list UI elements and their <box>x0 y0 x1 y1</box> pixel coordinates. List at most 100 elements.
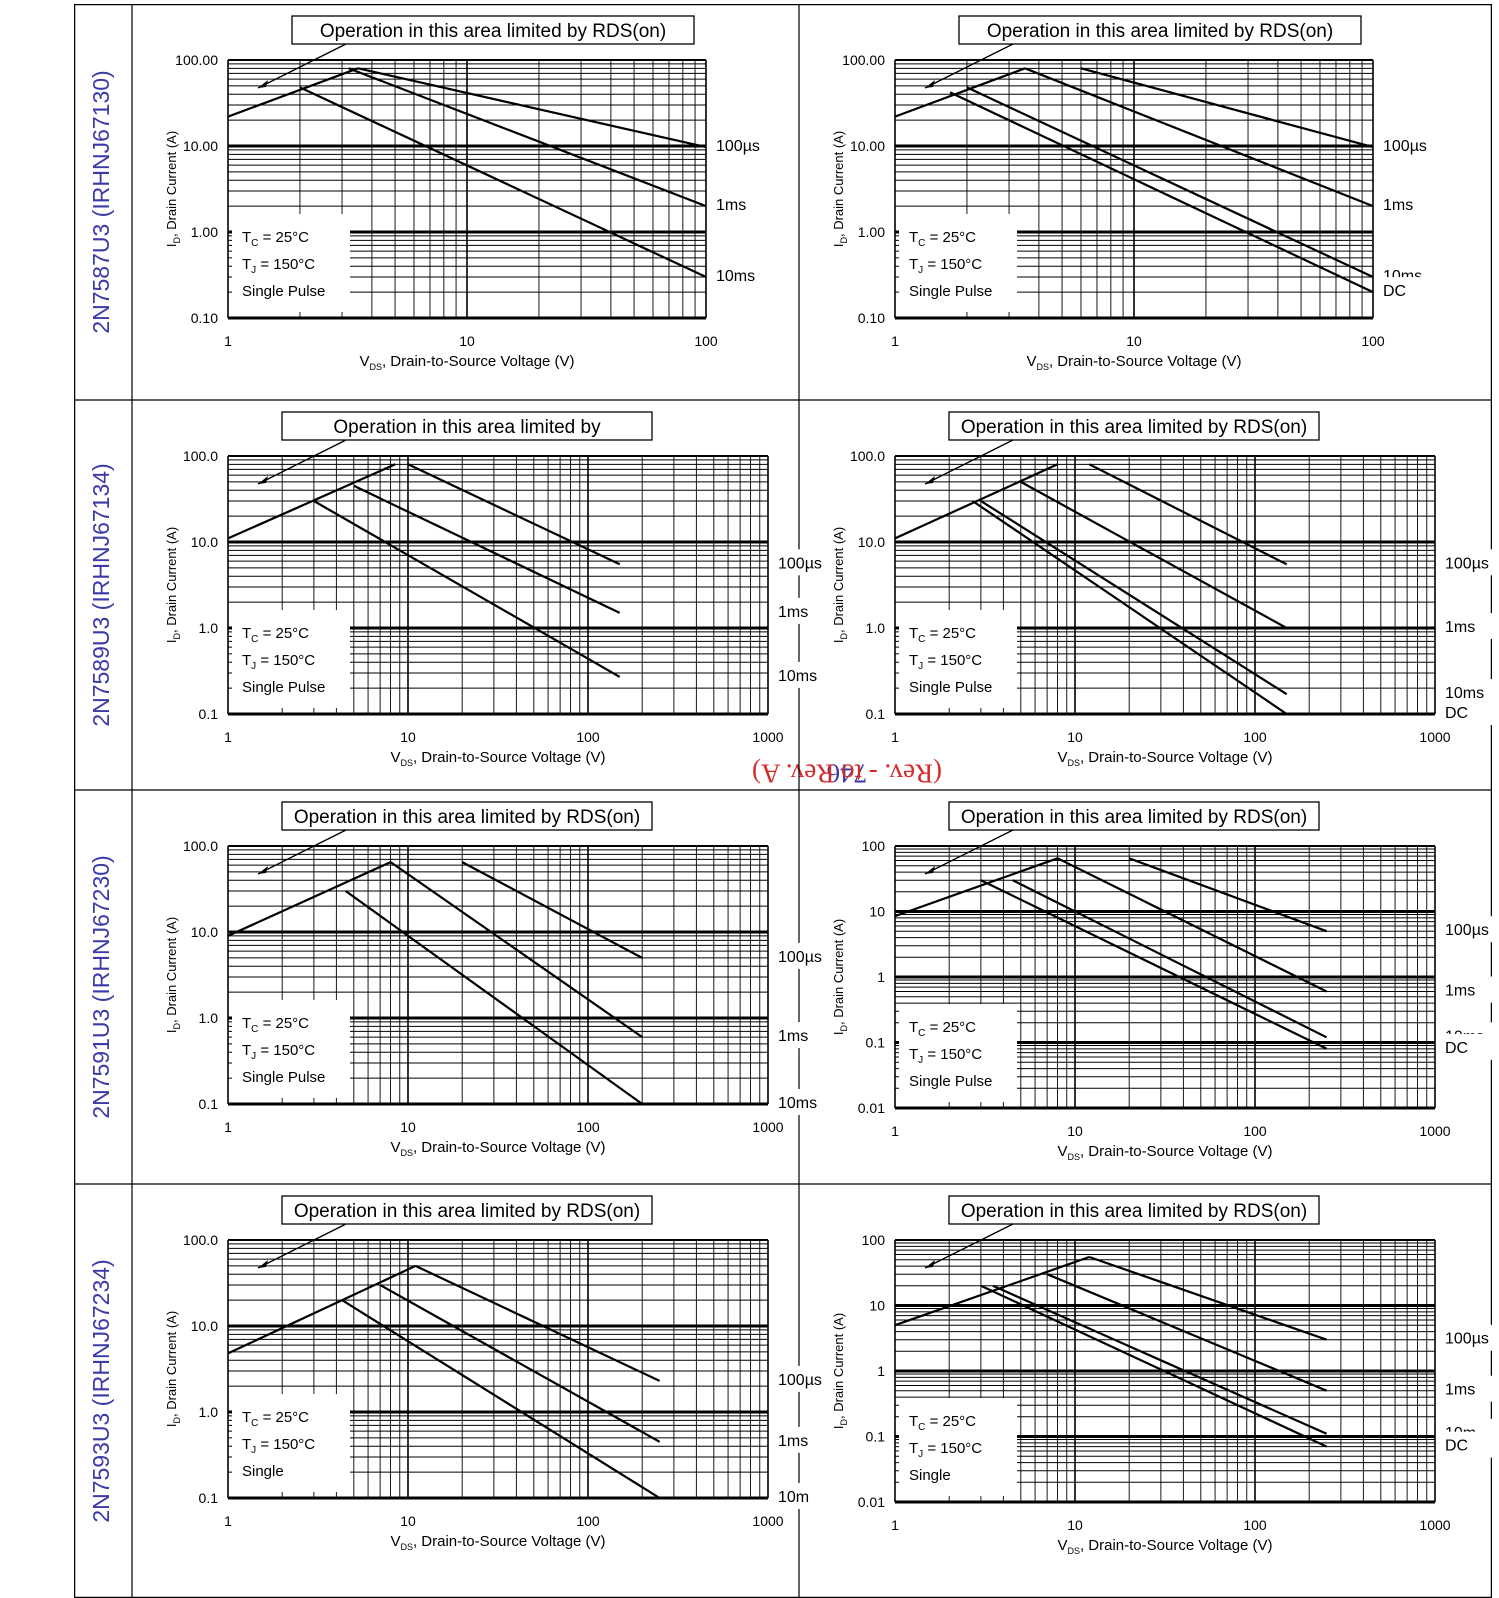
x-tick-label: 10 <box>1126 333 1142 349</box>
series-line <box>227 67 359 118</box>
limit-arrow-head <box>925 476 935 484</box>
condition-subscript: J <box>251 1051 256 1062</box>
y-tick-label: 0.1 <box>199 1096 219 1112</box>
x-axis-text: , Drain-to-Source Voltage (V) <box>1080 1143 1273 1160</box>
x-axis-label: VDS, Drain-to-Source Voltage (V) <box>1057 1143 1272 1162</box>
series-line <box>971 500 1288 715</box>
condition-value: = 25°C <box>258 1409 309 1426</box>
y-axis-subscript: D <box>839 1419 849 1426</box>
x-tick-label: 1000 <box>752 1513 783 1529</box>
x-axis-symbol: V <box>1057 1537 1067 1554</box>
series-label: 1ms <box>1445 983 1475 1000</box>
condition-symbol: T <box>909 1440 918 1457</box>
series-label-bg <box>1441 699 1492 725</box>
y-tick-label: 100 <box>862 838 886 854</box>
chart-title-box <box>948 1195 1320 1225</box>
series-label-bg <box>774 1365 836 1392</box>
y-axis-label: ID, Drain Current (A) <box>831 919 849 1035</box>
series-line <box>1088 463 1288 566</box>
conditions-box <box>899 1004 1017 1102</box>
series-label-bg <box>1441 1431 1492 1458</box>
conditions-box <box>232 214 350 312</box>
series-label: DC <box>1445 1438 1468 1455</box>
series-label: 100µs <box>778 1372 822 1389</box>
series-label: 1ms <box>778 1028 808 1045</box>
condition-text: Single Pulse <box>909 1073 992 1090</box>
y-tick-label: 0.10 <box>858 310 885 326</box>
y-axis-text: , Drain Current (A) <box>164 1311 179 1417</box>
condition-symbol: T <box>242 1409 251 1426</box>
x-tick-label: 1000 <box>752 729 783 745</box>
part-number-label: 2N7587U3 (IRHNJ67130) <box>88 70 114 333</box>
condition-value: = 25°C <box>258 1015 309 1032</box>
condition-value: = 150°C <box>256 1436 315 1453</box>
limit-arrow-head <box>258 476 268 484</box>
condition-symbol: T <box>909 256 918 273</box>
series-label-bg <box>1379 277 1441 304</box>
x-axis-text: , Drain-to-Source Voltage (V) <box>413 1139 606 1156</box>
y-tick-label: 1.0 <box>199 1010 219 1026</box>
condition-text: Single Pulse <box>909 679 992 696</box>
chart-title: Operation in this area limited by <box>333 417 601 438</box>
x-tick-label: 1 <box>224 333 232 349</box>
limit-arrow-line <box>257 433 359 485</box>
y-tick-label: 1.0 <box>866 620 886 636</box>
condition-value: = 150°C <box>923 256 982 273</box>
limit-arrow-head <box>258 866 268 874</box>
x-axis-symbol: V <box>1026 353 1036 370</box>
condition-text: TJ = 150°C <box>909 1440 982 1460</box>
x-tick-label: 10 <box>1067 1517 1083 1533</box>
y-tick-label: 0.1 <box>199 706 219 722</box>
y-tick-label: 0.01 <box>858 1494 885 1510</box>
condition-subscript: J <box>251 1445 256 1456</box>
x-axis-subscript: DS <box>400 758 413 768</box>
y-tick-label: 100.00 <box>842 52 885 68</box>
x-tick-label: 100 <box>576 1119 600 1135</box>
series-label-bg <box>1441 613 1492 639</box>
condition-symbol: T <box>242 1436 251 1453</box>
y-tick-label: 10.00 <box>850 138 885 154</box>
y-tick-label: 0.1 <box>866 1429 886 1445</box>
condition-subscript: C <box>918 634 925 645</box>
part-number-label: 2N7593U3 (IRHNJ67234) <box>88 1259 114 1522</box>
condition-text: Single Pulse <box>242 679 325 696</box>
limit-arrow-line <box>924 823 1026 875</box>
y-tick-label: 10.0 <box>191 534 218 550</box>
x-axis-label: VDS, Drain-to-Source Voltage (V) <box>359 353 574 372</box>
y-axis-subscript: D <box>172 1023 182 1030</box>
y-axis-symbol: I <box>164 1424 179 1428</box>
chart-title: Operation in this area limited by RDS(on… <box>320 21 666 42</box>
series-line <box>966 86 1374 278</box>
plot-grid <box>227 59 707 320</box>
series-label: 100µs <box>1445 922 1489 939</box>
limit-arrow-line <box>257 1217 359 1269</box>
condition-subscript: C <box>251 1418 258 1429</box>
condition-subscript: J <box>251 661 256 672</box>
condition-symbol: T <box>909 652 918 669</box>
series-line <box>299 86 707 278</box>
series-line <box>407 463 621 566</box>
x-tick-label: 100 <box>1361 333 1385 349</box>
series-label-bg <box>774 597 836 624</box>
x-tick-label: 1 <box>224 729 232 745</box>
y-axis-subscript: D <box>839 237 849 244</box>
condition-text: TJ = 150°C <box>909 1046 982 1066</box>
chart-title-box <box>281 1195 653 1225</box>
series-line <box>379 1284 661 1443</box>
y-axis-text: , Drain Current (A) <box>831 131 846 237</box>
series-label: DC <box>1445 705 1468 722</box>
y-axis-text: , Drain Current (A) <box>831 527 846 633</box>
x-tick-label: 100 <box>576 1513 600 1529</box>
x-axis-subscript: DS <box>1036 362 1049 372</box>
condition-text: TJ = 150°C <box>242 256 315 276</box>
series-label-bg <box>774 1022 836 1049</box>
y-axis-label: ID, Drain Current (A) <box>164 131 182 247</box>
series-label: 1ms <box>1445 619 1475 636</box>
condition-text: Single Pulse <box>242 283 325 300</box>
x-tick-label: 1000 <box>1419 1517 1450 1533</box>
x-axis-subscript: DS <box>1067 1546 1080 1556</box>
